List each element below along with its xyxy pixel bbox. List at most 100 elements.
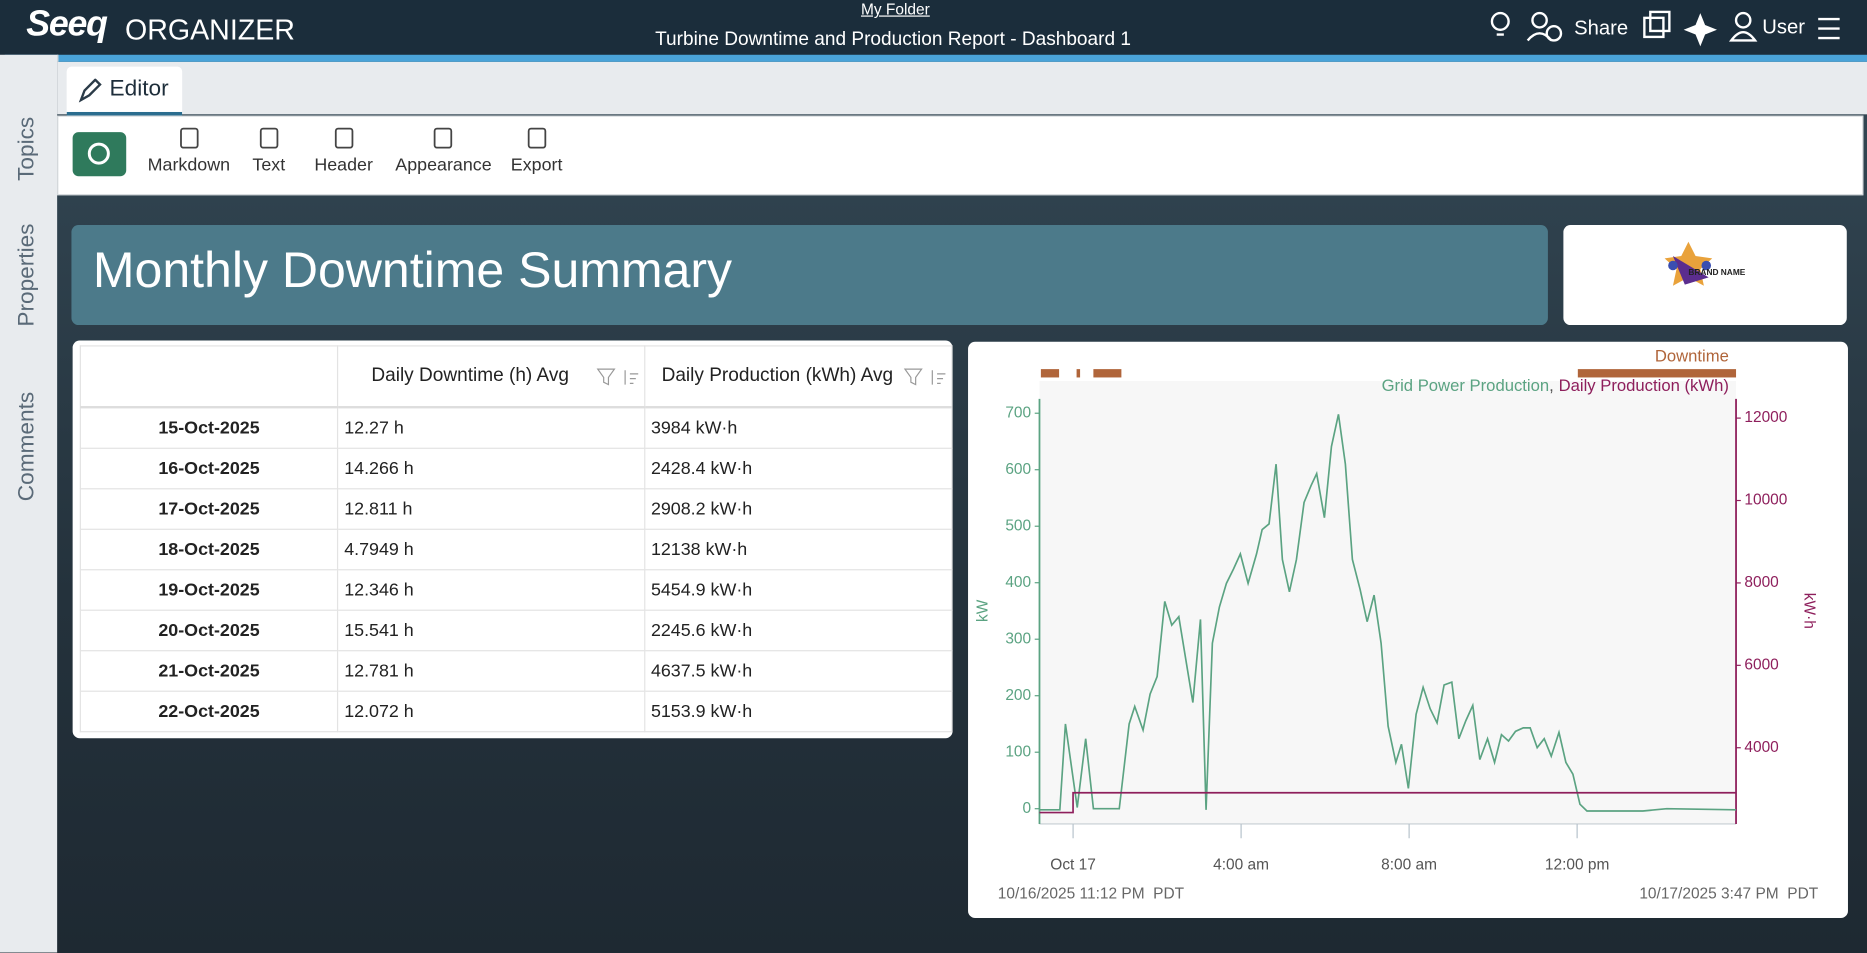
pencil-icon bbox=[78, 78, 102, 103]
banner-title: Monthly Downtime Summary bbox=[92, 241, 733, 298]
brand-card: BRAND NAME bbox=[1563, 225, 1847, 326]
table-card: Daily Downtime (h) Avg Daily Production (… bbox=[72, 340, 953, 739]
y-tick-label: 0 bbox=[1023, 800, 1032, 817]
table-row: 19-Oct-2025 12.346 h 5454.9 kW·h bbox=[79, 569, 953, 611]
y2-tick-label: 6000 bbox=[1744, 656, 1778, 673]
legend-separator: , bbox=[1549, 376, 1554, 395]
y2-tick-label: 10000 bbox=[1744, 492, 1787, 509]
table-cell: 4637.5 kW·h bbox=[643, 650, 953, 692]
x-range-end: 10/17/2025 3:47 PM PDT bbox=[1639, 885, 1818, 902]
x-tick-label: 4:00 am bbox=[1213, 857, 1269, 874]
legend: Grid Power Production, Daily Production (… bbox=[1382, 376, 1729, 395]
series-line bbox=[1039, 791, 1737, 814]
y-tick-label: 400 bbox=[1005, 574, 1031, 591]
series-line bbox=[1039, 414, 1737, 812]
downtime-capsule bbox=[1040, 369, 1060, 378]
column-title[interactable]: Daily Production (kWh) Avg bbox=[661, 365, 894, 386]
table-row: 16-Oct-2025 14.266 h 2428.4 kW·h bbox=[79, 447, 953, 490]
table-cell: 18-Oct-2025 bbox=[79, 528, 339, 571]
table-cell: 5454.9 kW·h bbox=[643, 569, 953, 611]
header-icons[interactable] bbox=[1482, 7, 1840, 47]
summary-table: Daily Downtime (h) Avg Daily Production (… bbox=[79, 345, 953, 733]
table-cell: 14.266 h bbox=[337, 447, 645, 490]
capsule-label: Downtime bbox=[1655, 347, 1729, 366]
report-title: Turbine Downtime and Production Report -… bbox=[655, 29, 1131, 51]
toolbar: Markdown Text Header Appearance Export bbox=[57, 115, 1864, 196]
brand-logo: BRAND NAME bbox=[1664, 241, 1746, 286]
downtime-capsule bbox=[1577, 369, 1737, 378]
toolbar-label: Appearance bbox=[395, 154, 492, 176]
toolbar-label: Markdown bbox=[147, 154, 231, 176]
y-tick-label: 100 bbox=[1005, 743, 1031, 760]
downtime-capsule bbox=[1093, 369, 1122, 378]
toolbar-button[interactable]: Text bbox=[252, 126, 285, 175]
tab-bar: Editor bbox=[57, 61, 1867, 116]
plot-area bbox=[1039, 381, 1737, 824]
table-row: 18-Oct-2025 4.7949 h 12138 kW·h bbox=[79, 528, 953, 571]
table-row: 15-Oct-2025 12.27 h 3984 kW·h bbox=[79, 406, 953, 449]
table-cell: 19-Oct-2025 bbox=[79, 569, 339, 611]
table-cell: 3984 kW·h bbox=[643, 406, 953, 449]
toolbar-label: Export bbox=[510, 154, 563, 176]
editor-tab[interactable]: Editor bbox=[66, 66, 183, 116]
y-tick-label: 200 bbox=[1005, 687, 1031, 704]
table-cell: 12.811 h bbox=[337, 488, 645, 530]
table-cell: 20-Oct-2025 bbox=[79, 609, 339, 652]
y-tick-label: 700 bbox=[1005, 404, 1031, 421]
header-cell: Daily Downtime (h) Avg bbox=[337, 345, 645, 409]
table-cell: 12138 kW·h bbox=[643, 528, 953, 571]
table-cell: 17-Oct-2025 bbox=[79, 488, 339, 530]
table-cell: 2245.6 kW·h bbox=[643, 609, 953, 652]
legend-entry: Daily Production (kWh) bbox=[1559, 376, 1729, 395]
table-cell: 22-Oct-2025 bbox=[79, 690, 339, 733]
y2-tick-label: 12000 bbox=[1744, 409, 1787, 426]
header-cell bbox=[79, 345, 339, 409]
table-cell: 2908.2 kW·h bbox=[643, 488, 953, 530]
table-row: 17-Oct-2025 12.811 h 2908.2 kW·h bbox=[79, 488, 953, 530]
banner: Monthly Downtime Summary bbox=[71, 225, 1548, 326]
x-tick-label: 12:00 pm bbox=[1545, 857, 1610, 874]
toolbar-label: Text bbox=[252, 154, 286, 176]
accent-stripe bbox=[4, 54, 1867, 62]
toolbar-button[interactable]: Header bbox=[314, 126, 373, 175]
downtime-capsule bbox=[1076, 369, 1081, 378]
seeq-button[interactable] bbox=[72, 132, 127, 177]
top-bar: Seeq ORGANIZER My Folder Turbine Downtim… bbox=[0, 0, 1867, 55]
y2-tick-label: 4000 bbox=[1744, 739, 1778, 756]
table-row: 21-Oct-2025 12.781 h 4637.5 kW·h bbox=[79, 650, 953, 692]
table-cell: 21-Oct-2025 bbox=[79, 650, 339, 692]
folder-link[interactable]: My Folder bbox=[860, 0, 930, 18]
column-title[interactable]: Daily Downtime (h) Avg bbox=[371, 365, 570, 386]
filter-sort-icons[interactable] bbox=[596, 368, 639, 387]
x-tick-label: 8:00 am bbox=[1381, 857, 1437, 874]
legend-entry: Grid Power Production bbox=[1382, 376, 1550, 395]
y-tick-label: 300 bbox=[1005, 630, 1031, 647]
share-button[interactable]: Share bbox=[1574, 16, 1629, 40]
table-cell: 12.781 h bbox=[337, 650, 645, 692]
logo[interactable]: Seeq bbox=[26, 4, 108, 45]
table-row: 20-Oct-2025 15.541 h 2245.6 kW·h bbox=[79, 609, 953, 652]
y-tick-label: 600 bbox=[1005, 461, 1031, 478]
table-row: 22-Oct-2025 12.072 h 5153.9 kW·h bbox=[79, 690, 953, 733]
app-name: ORGANIZER bbox=[125, 14, 295, 47]
tab-label: Editor bbox=[109, 76, 169, 102]
toolbar-button[interactable]: Appearance bbox=[395, 126, 492, 176]
y2-tick-label: 8000 bbox=[1744, 574, 1778, 591]
x-range-start: 10/16/2025 11:12 PM PDT bbox=[998, 885, 1185, 902]
toolbar-button[interactable]: Markdown bbox=[148, 126, 230, 175]
table-cell: 5153.9 kW·h bbox=[643, 690, 953, 733]
table-cell: 12.072 h bbox=[337, 690, 645, 733]
table-cell: 12.346 h bbox=[337, 569, 645, 611]
toolbar-button[interactable]: Export bbox=[510, 126, 563, 176]
user-menu[interactable]: User bbox=[1762, 15, 1805, 39]
brand-name: BRAND NAME bbox=[1688, 267, 1745, 277]
y-axis-label: kW bbox=[975, 599, 992, 622]
x-tick-label: Oct 17 bbox=[1050, 857, 1096, 874]
y-tick-label: 500 bbox=[1005, 517, 1031, 534]
header-cell: Daily Production (kWh) Avg bbox=[643, 345, 953, 409]
y2-axis-label: kW·h bbox=[1801, 593, 1818, 629]
filter-sort-icons[interactable] bbox=[903, 368, 947, 387]
toolbar-label: Header bbox=[314, 154, 373, 176]
